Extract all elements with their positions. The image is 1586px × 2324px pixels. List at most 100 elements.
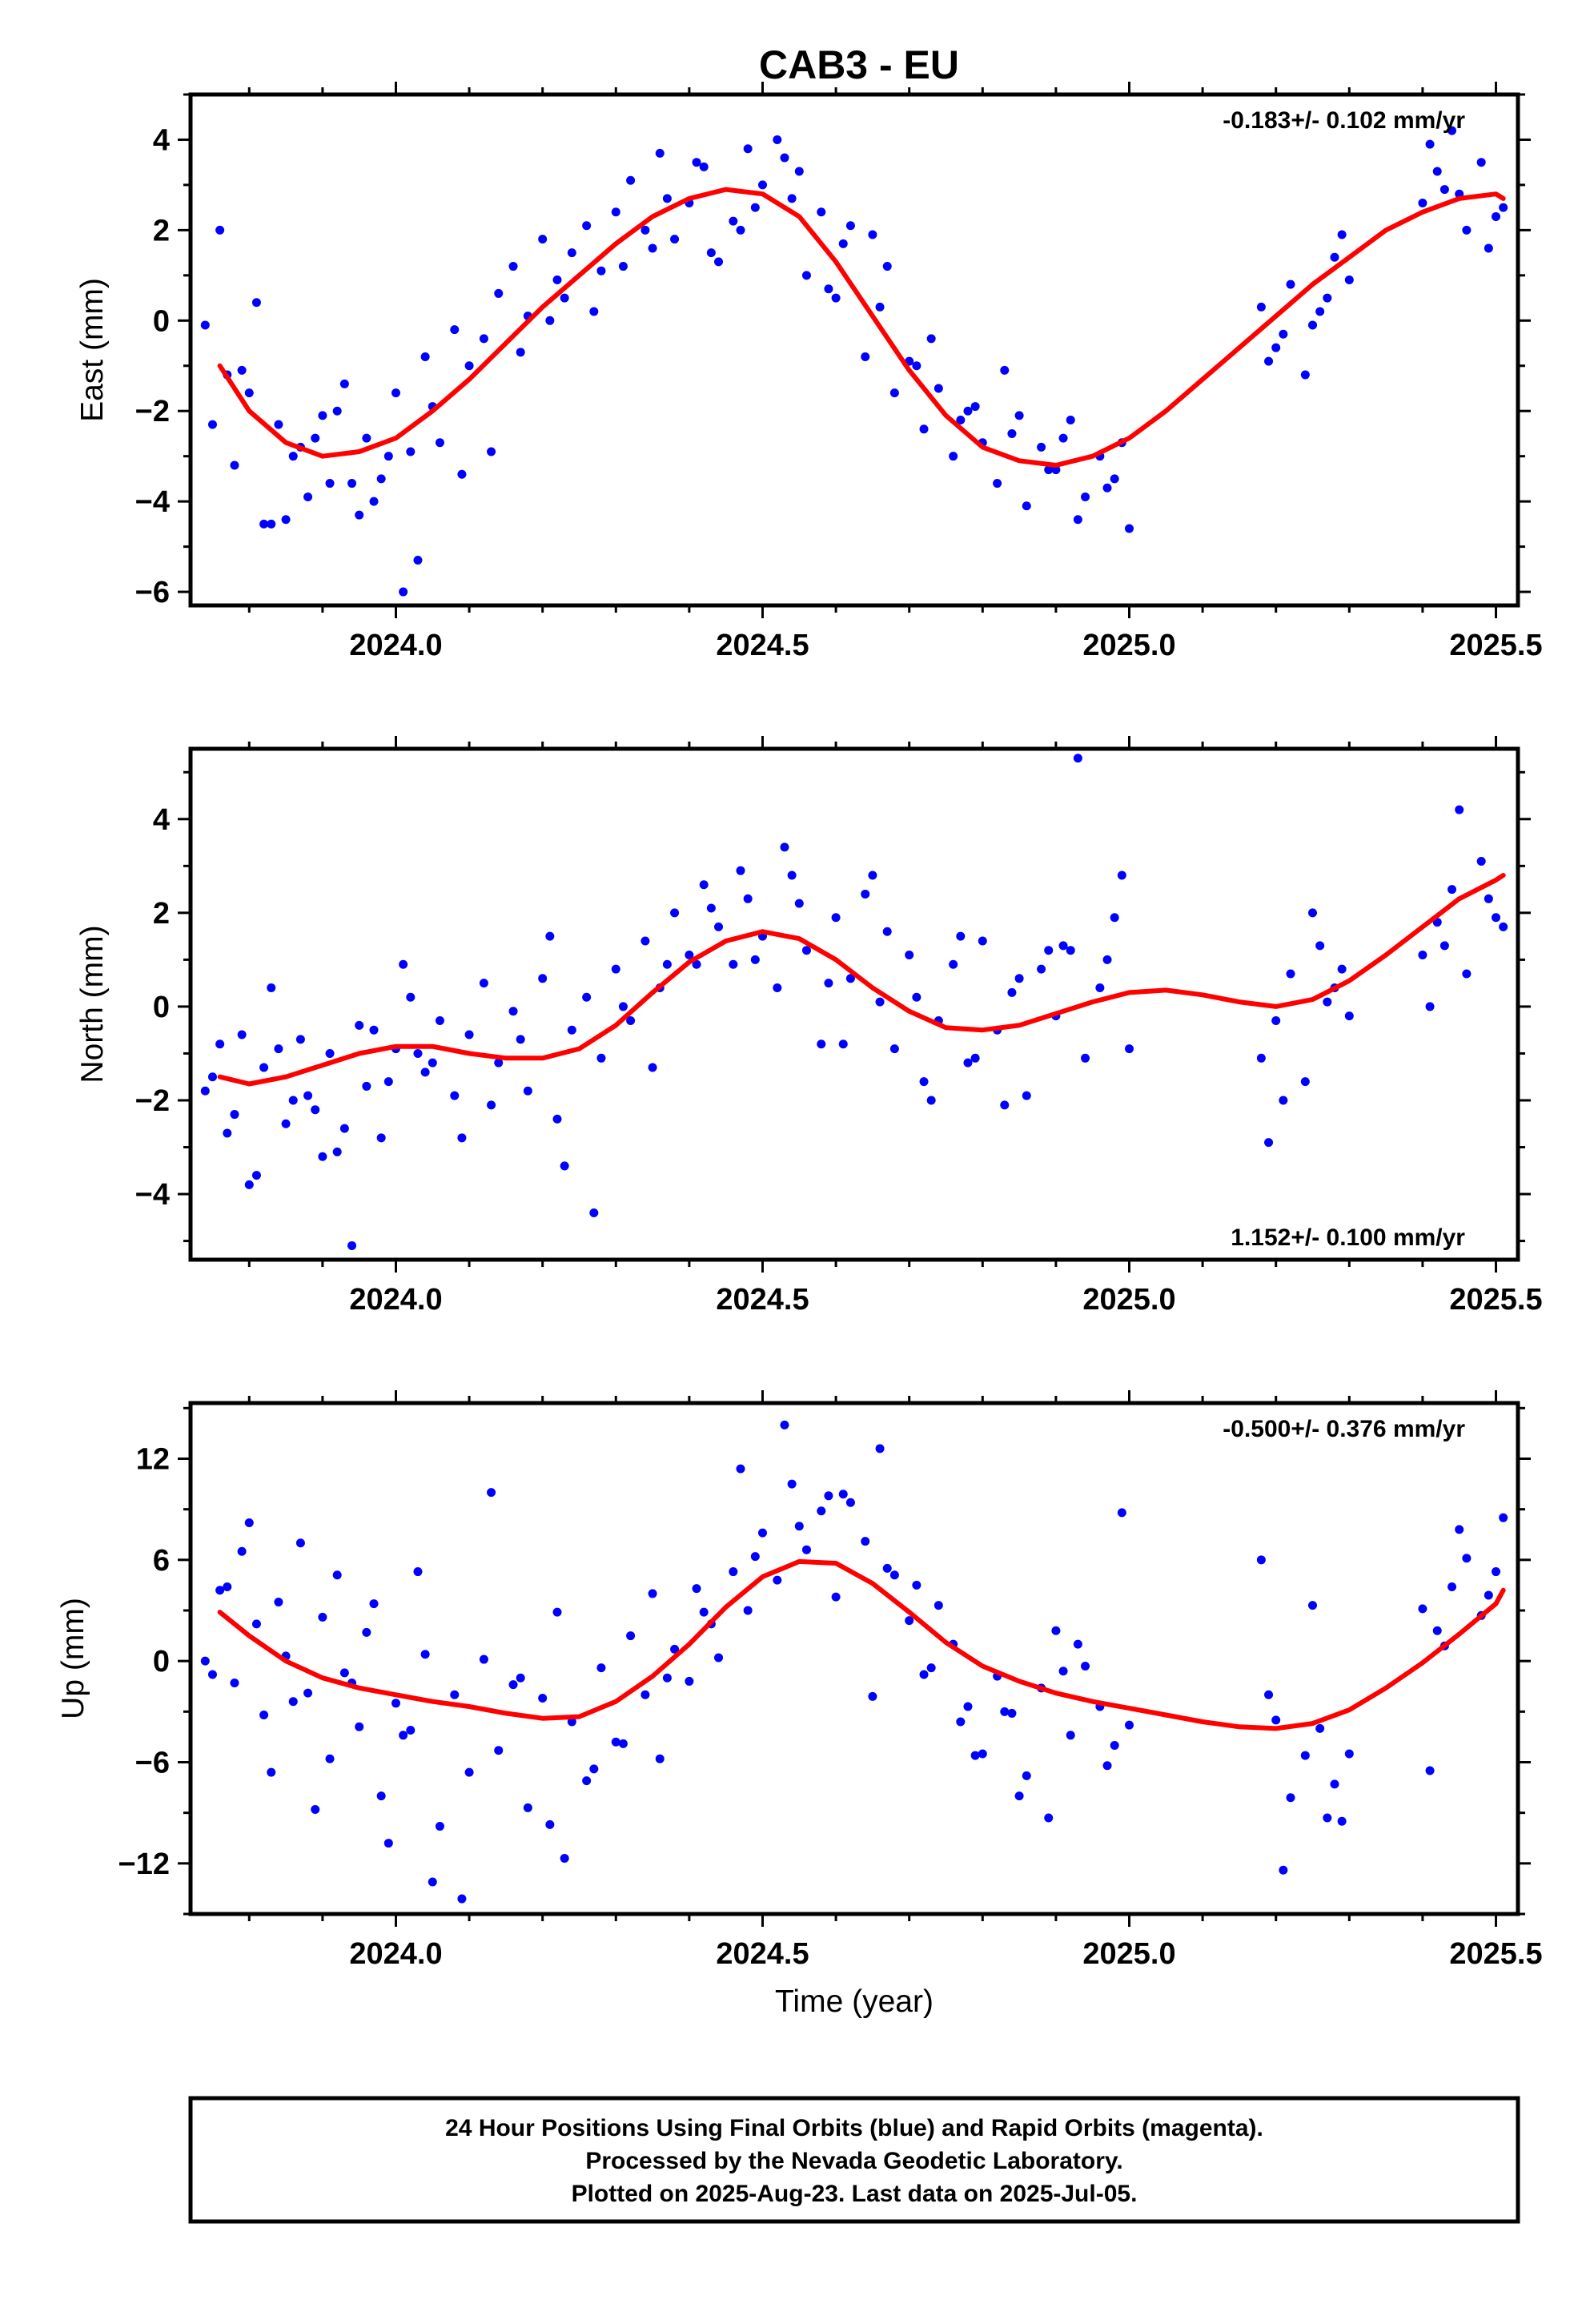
east-data-point (1037, 442, 1046, 452)
north-data-point (729, 959, 738, 969)
east-data-point (237, 365, 247, 375)
north-data-point (1492, 913, 1501, 923)
up-data-point (685, 1676, 694, 1686)
north-data-point (662, 959, 672, 969)
up-data-point (1432, 1626, 1442, 1635)
east-data-point (773, 135, 782, 144)
up-data-point (1110, 1740, 1119, 1750)
north-data-point (706, 903, 716, 913)
east-data-point (406, 447, 416, 456)
east-data-point (383, 452, 393, 461)
up-data-point (376, 1791, 386, 1801)
east-fit-curve (217, 187, 1506, 468)
caption-box: 24 Hour Positions Using Final Orbits (bl… (188, 2096, 1520, 2224)
east-data-point (464, 361, 474, 371)
east-data-point (1000, 365, 1010, 375)
east-data-point (838, 239, 848, 248)
up-data-point (1323, 1813, 1332, 1823)
north-data-point (1279, 1096, 1288, 1105)
east-data-point (1256, 302, 1266, 312)
east-data-point (626, 175, 636, 185)
up-data-point (861, 1537, 870, 1546)
east-data-point (288, 452, 298, 461)
east-data-point (318, 411, 327, 420)
east-data-point (560, 293, 569, 303)
north-x-tick-label: 2025.5 (1449, 1283, 1542, 1317)
east-data-point (303, 492, 313, 501)
north-data-point (1007, 987, 1017, 997)
north-data-point (648, 1063, 657, 1072)
north-data-point (912, 992, 921, 1002)
north-y-tick-label: 4 (153, 803, 170, 837)
up-data-point (567, 1717, 576, 1727)
up-data-point (295, 1538, 305, 1548)
up-data-point (1066, 1731, 1075, 1740)
up-data-point (934, 1601, 943, 1610)
up-data-point (1256, 1555, 1266, 1565)
north-data-point (780, 842, 789, 852)
east-data-point (963, 406, 973, 416)
east-data-point (369, 497, 379, 506)
north-points (200, 754, 1508, 1250)
north-data-point (824, 979, 833, 988)
north-data-point (882, 927, 892, 936)
north-data-point (1315, 941, 1325, 951)
east-data-point (956, 416, 966, 425)
east-data-point (332, 406, 342, 416)
up-data-point (905, 1616, 914, 1626)
east-data-point (736, 225, 745, 235)
north-data-point (949, 959, 958, 969)
east-data-point (230, 460, 239, 470)
north-data-point (831, 913, 841, 923)
up-data-point (311, 1804, 320, 1814)
east-data-point (794, 167, 804, 176)
east-data-point (845, 221, 855, 231)
up-data-point (729, 1567, 738, 1577)
north-data-point (838, 1039, 848, 1049)
north-data-point (868, 870, 877, 880)
up-fit-curve (217, 1558, 1506, 1731)
up-data-point (831, 1592, 841, 1602)
up-data-point (743, 1606, 753, 1615)
east-data-point (567, 248, 576, 258)
east-data-point (670, 235, 680, 244)
up-data-point (875, 1444, 885, 1454)
up-x-tick-label: 2024.5 (716, 1937, 809, 1971)
north-data-point (889, 1044, 899, 1054)
east-data-point (1330, 252, 1339, 262)
up-data-point (963, 1702, 973, 1711)
north-data-point (1022, 1091, 1031, 1100)
up-data-point (508, 1680, 518, 1690)
east-data-point (596, 266, 606, 275)
east-data-point (1110, 474, 1119, 484)
up-data-point (244, 1518, 254, 1527)
east-data-point (494, 288, 504, 298)
north-x-tick-label: 2024.0 (349, 1283, 442, 1317)
east-data-point (934, 384, 943, 393)
east-data-point (1418, 199, 1427, 208)
up-data-point (288, 1697, 298, 1707)
up-data-point (1271, 1715, 1281, 1725)
east-data-point (362, 433, 371, 443)
east-data-point (714, 257, 724, 267)
north-data-point (1418, 951, 1427, 960)
north-data-point (875, 997, 885, 1007)
up-data-point (1264, 1690, 1274, 1699)
north-data-point (692, 959, 701, 969)
up-data-point (1300, 1751, 1310, 1760)
north-data-point (244, 1180, 254, 1189)
north-data-point (1344, 1011, 1354, 1021)
up-data-point (259, 1711, 269, 1720)
east-frame (188, 92, 1520, 608)
east-y-tick-label: −4 (135, 485, 170, 519)
east-data-point (611, 207, 620, 217)
east-x-tick-label: 2024.0 (349, 629, 442, 662)
up-data-point (1330, 1779, 1339, 1789)
north-data-point (259, 1063, 269, 1072)
north-data-point (1462, 969, 1472, 979)
east-data-point (1073, 515, 1082, 525)
north-data-point (1337, 964, 1347, 974)
north-data-point (267, 983, 276, 993)
north-data-point (1323, 997, 1332, 1007)
north-data-point (1000, 1100, 1010, 1110)
